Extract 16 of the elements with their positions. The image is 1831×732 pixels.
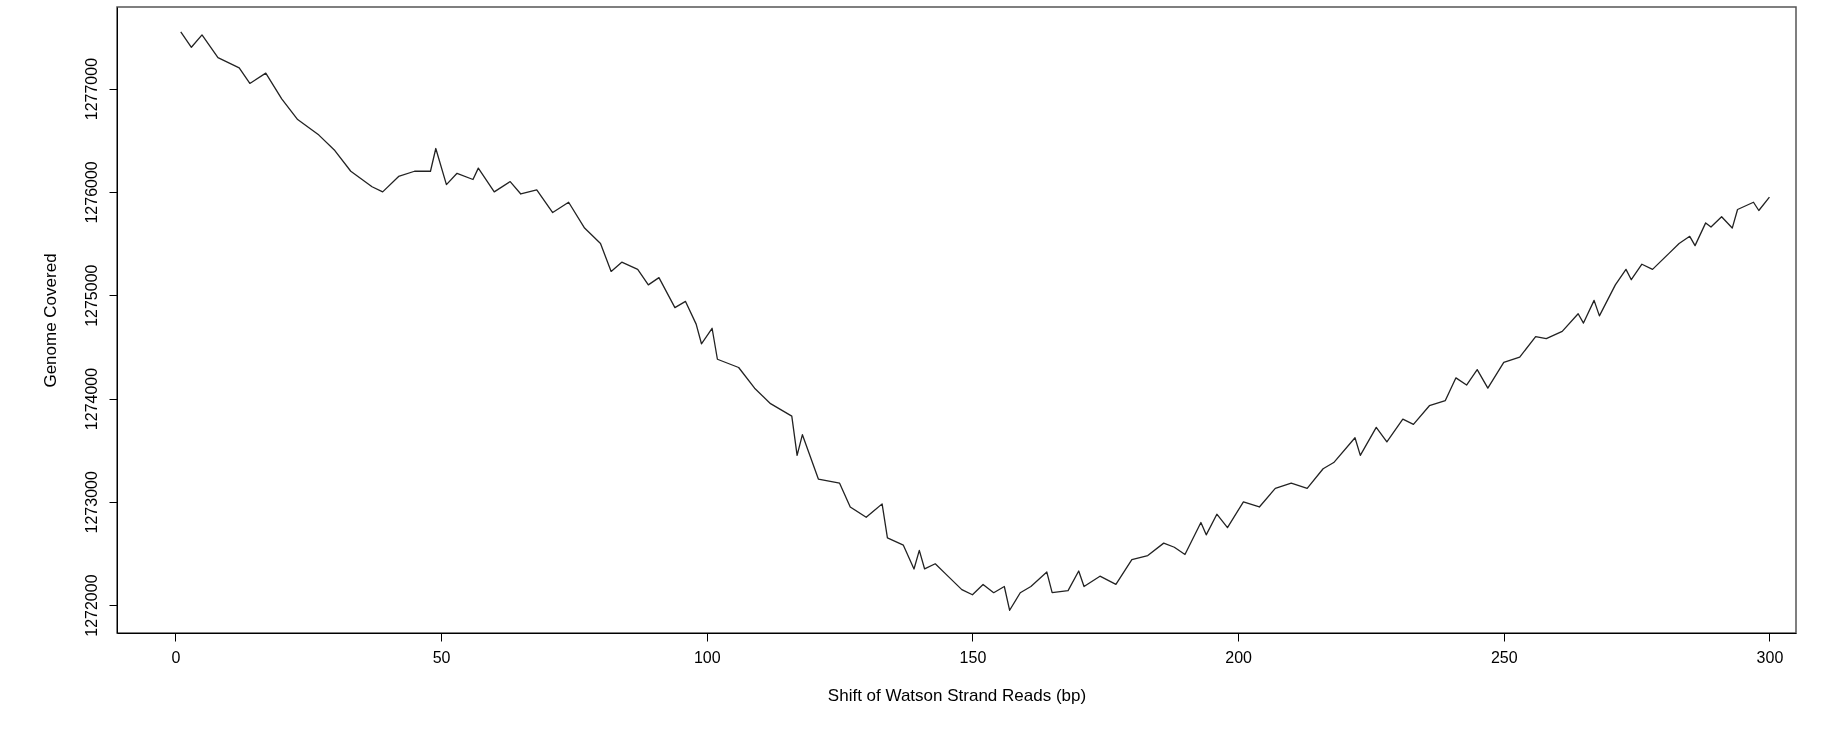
- y-tick-label: 1275000: [82, 264, 100, 327]
- x-tick-label: 0: [171, 648, 181, 666]
- x-tick-label: 250: [1490, 648, 1518, 666]
- x-tick-label: 50: [432, 648, 451, 666]
- line-series: [180, 31, 1771, 611]
- x-tick-label: 100: [693, 648, 721, 666]
- y-axis-title: Genome Covered: [40, 253, 60, 388]
- y-tick-label: 1276000: [82, 161, 100, 224]
- y-tick-label: 1277000: [82, 57, 100, 121]
- y-tick-label: 1273000: [82, 471, 100, 534]
- y-tick-label: 1274000: [82, 367, 100, 431]
- x-tick-label: 300: [1756, 648, 1784, 666]
- x-axis-title: Shift of Watson Strand Reads (bp): [827, 685, 1087, 705]
- x-tick-label: 150: [959, 648, 987, 666]
- x-tick-label: 200: [1225, 648, 1253, 666]
- y-tick-label: 1272000: [82, 574, 100, 637]
